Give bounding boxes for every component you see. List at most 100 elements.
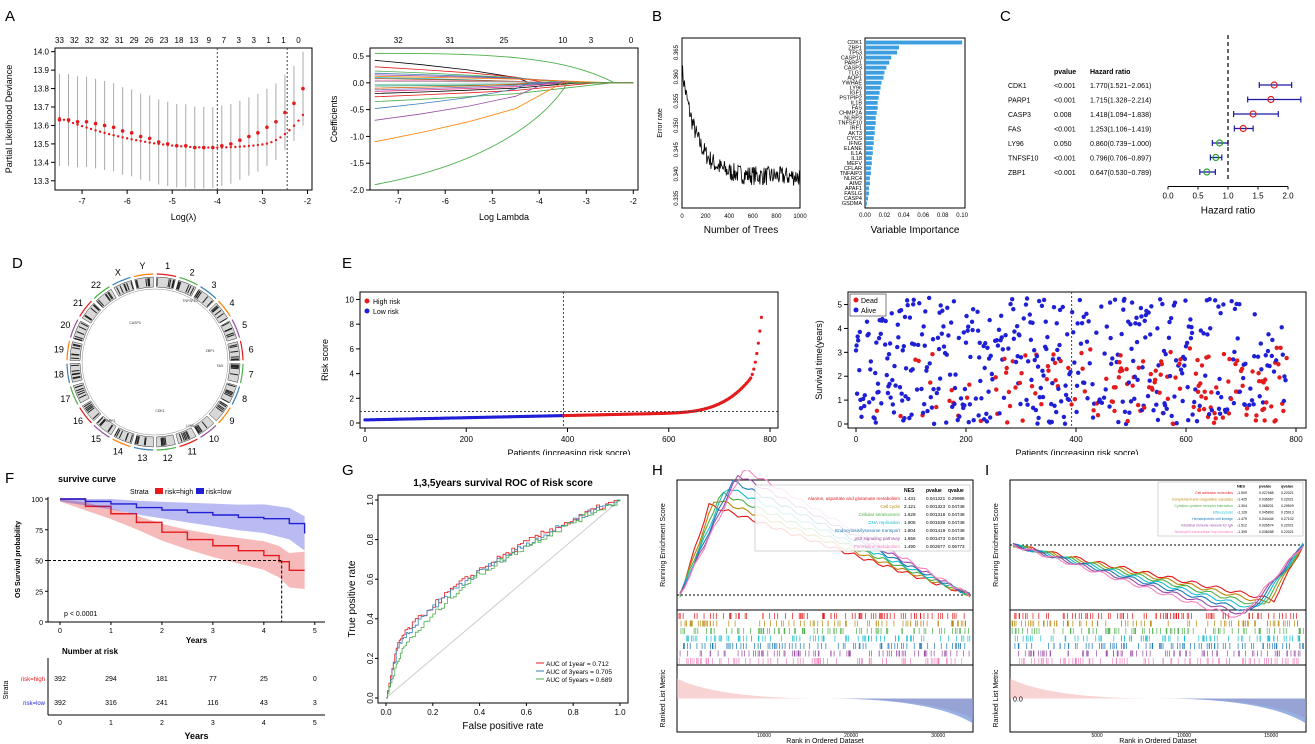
variable-label: CDK1 <box>847 40 862 46</box>
chromosome-label: 5 <box>242 320 247 330</box>
alive-point <box>1003 332 1008 338</box>
alive-point <box>1281 398 1287 404</box>
band <box>93 304 100 311</box>
legend-label: AUC of 5years = 0.689 <box>546 677 612 684</box>
dead-point <box>1020 418 1025 423</box>
top-tick-label: 3 <box>237 36 242 45</box>
y-tick-label: 8 <box>350 320 355 329</box>
x-tick-label: -4 <box>536 197 544 206</box>
col-header-hr: Hazard ratio <box>1090 69 1130 76</box>
band <box>80 322 89 327</box>
dead-point <box>1124 366 1129 372</box>
qvalue-value: 0.29986 <box>948 496 965 501</box>
importance-bar <box>866 65 887 70</box>
deviance-point <box>103 131 106 135</box>
alive-point <box>1027 312 1032 317</box>
deviance-point <box>180 145 183 148</box>
chart-b1-error-rate: 0 200 400 600 800 1000 0.335 0.340 0.345 0.350 0.3… <box>657 37 807 236</box>
alive-point <box>951 299 957 304</box>
gene-label: LY96 <box>186 424 194 428</box>
band <box>105 293 111 301</box>
deviance-point <box>247 134 251 139</box>
band <box>71 353 80 356</box>
x-tick-label: 1.0 <box>614 708 626 717</box>
band <box>136 279 139 288</box>
chromosome-label: 4 <box>229 298 234 308</box>
alive-point <box>926 295 932 301</box>
nes-value: 2.121 <box>904 504 916 509</box>
band <box>226 332 234 337</box>
alive-point <box>1231 357 1236 362</box>
deviance-point <box>76 123 79 126</box>
deviance-point <box>256 131 260 135</box>
dead-point <box>1148 371 1153 377</box>
dead-point <box>1214 385 1219 390</box>
alive-point <box>889 311 894 316</box>
alive-point <box>1017 333 1022 338</box>
band <box>87 407 95 414</box>
alive-point <box>1174 421 1179 426</box>
chromosome-ring <box>112 438 131 448</box>
y-tick-label: 0.355 <box>674 93 680 109</box>
alive-point <box>1145 393 1151 399</box>
importance-bar <box>866 105 878 110</box>
alive-point <box>1127 410 1132 415</box>
alive-point <box>977 340 982 345</box>
qvalue-value: 0.04748 <box>948 520 965 525</box>
dead-point <box>1253 418 1259 423</box>
alive-point <box>927 361 932 366</box>
y-tick-label: 0.365 <box>674 44 680 60</box>
alive-point <box>1103 387 1108 392</box>
variable-label: NLRP3 <box>844 116 862 122</box>
qvalue-value: 0.04748 <box>948 512 965 517</box>
alive-point <box>1079 320 1085 326</box>
legend-box <box>849 293 887 317</box>
band <box>230 373 239 376</box>
alive-point <box>1128 399 1134 404</box>
alive-point <box>873 370 878 376</box>
band <box>161 437 164 446</box>
alive-point <box>868 359 874 364</box>
risk-count: 0 <box>313 676 317 683</box>
chromosome-segment <box>69 363 83 383</box>
dead-point <box>1023 353 1028 358</box>
pvalue-value: 0.001473 <box>926 536 946 541</box>
dead-point <box>1197 407 1202 413</box>
alive-point <box>1143 335 1148 340</box>
alive-point <box>874 340 879 345</box>
dead-point <box>1113 385 1118 390</box>
dead-point <box>1045 363 1051 369</box>
deviance-point <box>139 139 142 143</box>
dead-point <box>1130 383 1135 388</box>
deviance-point <box>270 140 273 144</box>
pathway-name: Endocytosis/lysosome transport <box>835 528 901 533</box>
pathway-name: Intestinal immune network for IgA <box>1181 524 1234 528</box>
x-tick-label: 1 <box>109 628 113 635</box>
alive-point <box>880 316 885 322</box>
y-tick-label: 3 <box>838 348 843 357</box>
dead-point <box>1058 358 1063 364</box>
dead-point <box>1153 368 1158 373</box>
band <box>84 315 92 321</box>
alive-point <box>928 395 933 400</box>
x-tick-label: 0.5 <box>1192 192 1204 201</box>
dead-point <box>1226 379 1231 384</box>
x-tick-label: 0.8 <box>568 708 580 717</box>
top-tick-label: 31 <box>445 36 454 45</box>
band <box>178 433 183 442</box>
alive-point <box>1008 301 1013 307</box>
band <box>221 322 230 327</box>
alive-point <box>1231 400 1237 406</box>
alive-point <box>1279 325 1284 330</box>
chart-d-circos: 12345678910111213141516171819202122XYCAS… <box>54 262 254 462</box>
dead-point <box>1118 353 1123 358</box>
alive-point <box>1189 324 1194 330</box>
pvalue-value: 0.045893 <box>1259 511 1274 515</box>
variable-label: TP53 <box>849 50 862 56</box>
pathway-name: Pyrimidine metabolism <box>854 544 900 549</box>
pvalue-label: <0.001 <box>1054 170 1076 177</box>
alive-point <box>1258 341 1263 346</box>
dead-point <box>1206 354 1211 359</box>
alive-point <box>1189 330 1195 336</box>
band <box>229 344 238 347</box>
